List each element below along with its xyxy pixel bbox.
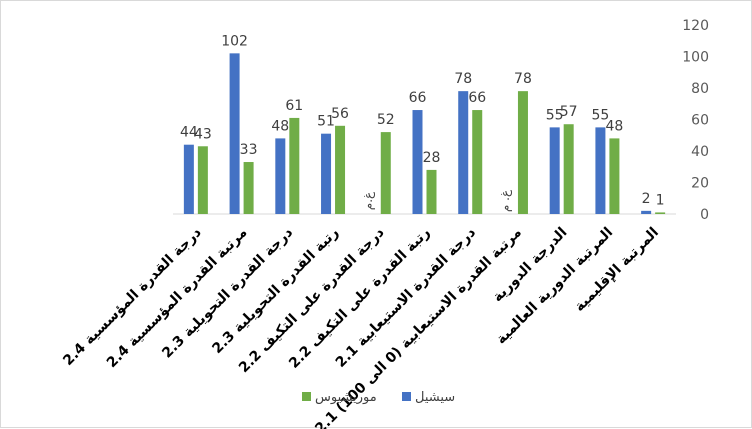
bars [183, 53, 666, 214]
na-notes: غ.م غ. م [361, 189, 512, 212]
bar-mauritius [655, 212, 666, 214]
legend-label: سيشيل [415, 390, 455, 405]
x-category-label: المرتبة الإقليمية [572, 225, 662, 315]
data-label: 78 [514, 71, 532, 87]
bar-mauritius [563, 124, 574, 214]
na-note: غ. م [498, 189, 512, 212]
data-label: 48 [271, 118, 289, 134]
data-label: 102 [221, 33, 248, 49]
legend-label: موريشيوس [315, 390, 377, 405]
data-label: 2 [642, 191, 651, 207]
bar-mauritius [197, 146, 208, 214]
data-label: 66 [468, 90, 486, 106]
data-label: 78 [454, 71, 472, 87]
bar-mauritius [609, 138, 620, 214]
y-tick-label: 80 [691, 81, 709, 97]
bar-seychelles [549, 127, 560, 214]
legend: موريشيوس سيشيل [302, 390, 455, 405]
bar-seychelles [321, 133, 332, 214]
data-label: 33 [240, 142, 258, 158]
bar-seychelles [275, 138, 286, 214]
y-tick-label: 100 [682, 50, 709, 66]
data-label: 51 [317, 114, 335, 130]
y-axis: 0 20 40 60 80 100 120 [682, 18, 709, 223]
bar-mauritius [472, 110, 483, 214]
na-note: غ.م [361, 191, 375, 210]
data-label: 48 [605, 118, 623, 134]
data-label: 43 [194, 126, 212, 142]
bar-seychelles [183, 144, 194, 214]
y-tick-label: 20 [691, 176, 709, 192]
y-tick-label: 120 [682, 18, 709, 34]
legend-swatch [302, 392, 311, 401]
bar-mauritius [380, 132, 391, 214]
bar-mauritius [243, 162, 254, 214]
data-label: 28 [423, 150, 441, 166]
bar-mauritius [335, 125, 346, 214]
legend-swatch [402, 392, 411, 401]
data-label: 66 [409, 90, 427, 106]
bar-seychelles [412, 110, 423, 214]
bar-seychelles [595, 127, 606, 214]
y-tick-label: 60 [691, 113, 709, 129]
data-label: 44 [180, 125, 198, 141]
bar-seychelles [229, 53, 240, 214]
bar-mauritius [426, 169, 437, 214]
y-tick-label: 40 [691, 144, 709, 160]
data-label: 52 [377, 112, 395, 128]
data-label: 55 [591, 107, 609, 123]
data-label: 1 [656, 192, 665, 208]
bar-seychelles [458, 91, 469, 214]
data-label: 55 [546, 107, 564, 123]
bar-seychelles [641, 210, 652, 214]
y-tick-label: 0 [700, 207, 709, 223]
data-label: 56 [331, 106, 349, 122]
data-label: 57 [560, 104, 578, 120]
bar-mauritius [517, 91, 528, 214]
data-label: 61 [285, 98, 303, 114]
bar-mauritius [289, 117, 300, 214]
